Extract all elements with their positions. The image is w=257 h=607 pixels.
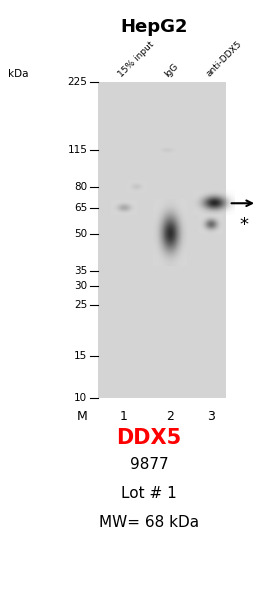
Text: 1: 1 xyxy=(120,410,127,422)
Text: 15% input: 15% input xyxy=(117,39,156,79)
Text: 9877: 9877 xyxy=(130,457,168,472)
Text: 225: 225 xyxy=(68,77,87,87)
Text: 35: 35 xyxy=(74,266,87,276)
Text: DDX5: DDX5 xyxy=(116,428,182,448)
Text: 3: 3 xyxy=(207,410,215,422)
Bar xyxy=(98,82,226,398)
Text: 15: 15 xyxy=(74,351,87,362)
Text: kDa: kDa xyxy=(8,69,28,79)
Text: 2: 2 xyxy=(166,410,173,422)
Text: 25: 25 xyxy=(74,300,87,310)
Text: M: M xyxy=(77,410,88,422)
Text: 50: 50 xyxy=(74,229,87,239)
Text: 10: 10 xyxy=(74,393,87,402)
Text: anti-DDX5: anti-DDX5 xyxy=(204,39,244,79)
Text: Lot # 1: Lot # 1 xyxy=(121,486,177,501)
Text: 115: 115 xyxy=(68,145,87,155)
Text: 30: 30 xyxy=(74,281,87,291)
Text: IgG: IgG xyxy=(163,62,180,79)
Text: *: * xyxy=(240,215,249,234)
Text: MW= 68 kDa: MW= 68 kDa xyxy=(99,515,199,531)
Text: 80: 80 xyxy=(74,181,87,192)
Text: HepG2: HepG2 xyxy=(121,18,188,36)
Text: 65: 65 xyxy=(74,203,87,213)
